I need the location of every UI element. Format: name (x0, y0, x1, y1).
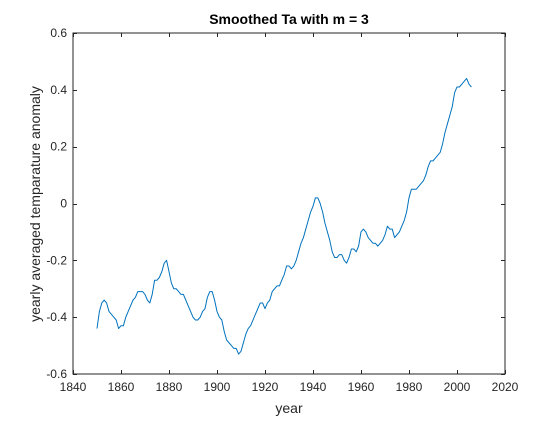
x-tick-label: 1860 (108, 380, 135, 394)
x-tick-label: 1900 (204, 380, 231, 394)
x-tick-label: 1880 (156, 380, 183, 394)
chart-title: Smoothed Ta with m = 3 (209, 11, 369, 27)
x-tick-label: 1920 (252, 380, 279, 394)
x-tick-label: 2000 (444, 380, 471, 394)
x-tick-label: 1940 (300, 380, 327, 394)
plot-area: 1840 1860 1880 1900 1920 1940 1960 1980 2000 2020… (46, 26, 518, 394)
x-tick-label: 1980 (396, 380, 423, 394)
x-axis-label: year (275, 400, 303, 416)
y-tick-label: -0.6 (46, 367, 67, 381)
y-tick-label: 0.2 (50, 140, 67, 154)
x-tick-label: 1960 (348, 380, 375, 394)
x-tick-label: 1840 (60, 380, 87, 394)
y-tick-label: 0.6 (50, 26, 67, 40)
series-line (96, 77, 472, 355)
y-axis-label: yearly averaged temparature anomaly (27, 86, 43, 322)
y-tick-label: 0 (60, 197, 67, 211)
y-tick-label: 0.4 (50, 83, 67, 97)
x-tick-label: 2020 (492, 380, 519, 394)
y-tick-label: -0.4 (46, 310, 67, 324)
y-tick-label: -0.2 (46, 253, 67, 267)
plot-frame (72, 32, 506, 375)
